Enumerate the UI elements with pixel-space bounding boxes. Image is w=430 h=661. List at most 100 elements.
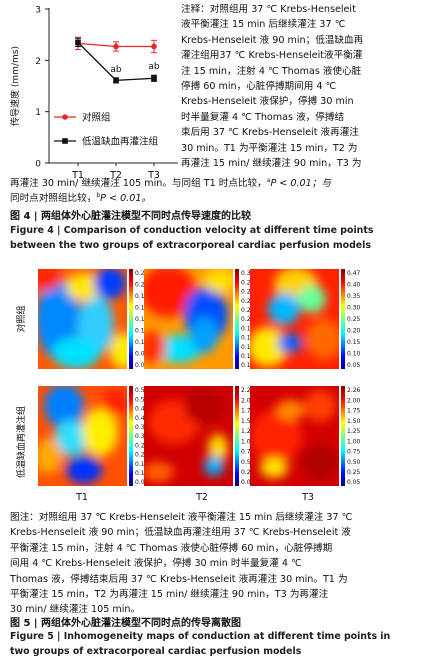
heatmap-blob: [66, 456, 102, 484]
colorbar-tick-label: 2.24: [241, 387, 255, 394]
colorbar: [129, 386, 133, 486]
colorbar-tick-label: 0.40: [135, 415, 149, 422]
heatmap-blob: [268, 293, 300, 325]
colorbar-tick-label: 0.14: [135, 316, 149, 323]
colorbar-tick-label: 0.25: [135, 442, 149, 449]
heatmap-panel: 0.23 0.20 0.18 0.16 0.14 0.12 0.10 0.09 0.07: [38, 269, 149, 369]
fig4-note-continued: 再灌注 30 min/ 继续灌注 105 min。与同组 T1 时点比较，aP …: [10, 173, 430, 192]
colorbar-tick-label: 0.25: [241, 469, 255, 476]
fig5-note-line: 30 min/ 继续灌注 105 min。: [10, 604, 141, 616]
colorbar: [341, 269, 345, 369]
heatmap-blobs: [38, 386, 127, 484]
fig4-note: 注释：对照组用 37 ℃ Krebs-Henseleit 液平衡灌注 15 min…: [181, 2, 428, 171]
heatmap-blob: [154, 335, 202, 363]
colorbar-tick-label: 0.20: [347, 328, 361, 335]
fig4-note-line: 灌注组用37 ℃ Krebs-Henseleit液平衡灌: [181, 50, 363, 62]
colorbar-tick-label: 0.75: [347, 449, 361, 456]
colorbar-tick-label: 0.07: [135, 362, 149, 369]
heatmap-blob: [306, 319, 339, 359]
heatmap-panel: 2.24 2.00 1.75 1.50 1.25 1.00 0.75 0.50 0.25 0.04: [144, 386, 255, 486]
fig4-note-line: 30 min。T1 为平衡灌注 15 min，T2 为: [181, 142, 358, 154]
heatmap-blobs: [250, 269, 339, 367]
fig4-note-last: 同时点对照组比较，bP < 0.01。: [10, 188, 430, 207]
colorbar-tick-label: 0.14: [241, 344, 255, 351]
fig4-note-line: Krebs-Henseleit 液 90 min；低温缺血再: [181, 34, 364, 46]
colorbar-tick-label: 0.10: [135, 470, 149, 477]
y-tick-label: 3: [35, 6, 41, 16]
y-tick-label: 2: [35, 57, 41, 67]
colorbar-tick-label: 0.15: [135, 461, 149, 468]
heatmap-blobs: [250, 390, 338, 480]
colorbar-tick-label: 1.25: [347, 428, 361, 435]
row-label: 对照组: [15, 305, 27, 332]
heatmap-blobs: [144, 269, 233, 363]
fig5-note-line: Krebs-Henseleit 液 90 min；低温缺血再灌注组用 37 ℃ …: [10, 527, 351, 539]
fig5-heatmap-grid: 0.230.200.180.160.140.120.100.090.070.30…: [15, 269, 361, 503]
heatmap-blob: [44, 386, 84, 428]
fig4-caption-cn: 图 4 | 两组体外心脏灌注模型不同时点传导速度的比较: [10, 211, 252, 222]
colorbar-tick-label: 0.20: [241, 316, 255, 323]
fig4-caption-en-2: between the two groups of extracorporeal…: [10, 240, 371, 251]
colorbar-tick-label: 0.22: [241, 307, 255, 314]
column-label: T2: [195, 492, 208, 503]
heatmap-fill: [38, 386, 127, 486]
colorbar-tick-label: 0.05: [347, 479, 361, 486]
column-label: T3: [301, 492, 314, 503]
row-label-text: 低温缺血再灌注组: [15, 406, 27, 478]
fig4-note-line: 液平衡灌注 15 min 后继续灌注 37 ℃: [181, 19, 346, 31]
colorbar: [341, 386, 345, 486]
colorbar-tick-label: 0.20: [135, 452, 149, 459]
colorbar-tick-label: 0.30: [135, 433, 149, 440]
legend-marker: [62, 114, 68, 120]
column-label: T1: [75, 492, 88, 503]
colorbar-tick-label: 0.16: [135, 305, 149, 312]
row-label-text: 对照组: [15, 305, 27, 332]
colorbar-tick-label: 0.50: [241, 459, 255, 466]
colorbar-tick-label: 1.00: [241, 438, 255, 445]
heatmap-blob: [276, 400, 304, 420]
colorbar-tick-label: 0.18: [241, 325, 255, 332]
legend-label: 低温缺血再灌注组: [82, 136, 159, 148]
colorbar-tick-label: 0.23: [135, 270, 149, 277]
colorbar-tick-label: 0.10: [135, 339, 149, 346]
fig5-note-line: 间用 4 ℃ Krebs-Henseleit 液保护，停搏 30 min 时半量…: [10, 558, 302, 570]
colorbar-tick-label: 1.75: [241, 408, 255, 415]
heatmap-blob: [38, 438, 62, 474]
colorbar-tick-label: 0.04: [241, 479, 255, 486]
colorbar-tick-label: 0.25: [347, 316, 361, 323]
colorbar-tick-label: 0.50: [135, 396, 149, 403]
fig4-caption-en-1: Figure 4 | Comparison of conduction velo…: [10, 225, 374, 236]
heatmap-fill: [144, 269, 233, 369]
significance-label: ab: [110, 65, 122, 75]
heatmap-blob: [54, 420, 90, 456]
colorbar-tick-label: 1.25: [241, 428, 255, 435]
colorbar-tick-label: 1.75: [347, 408, 361, 415]
colorbar-tick-label: 0.20: [135, 282, 149, 289]
heatmap-panel: 0.30 0.28 0.26 0.24 0.22 0.20 0.18 0.16 0.14 0.12…: [144, 269, 255, 369]
fig4-note-line: 束后用 37 ℃ Krebs-Henseleit 液再灌注: [181, 127, 359, 139]
fig4-note-p1: P < 0.01；与: [270, 178, 331, 190]
fig5-note-line: Thomas 液，停搏结束后用 37 ℃ Krebs-Henseleit 液再灌…: [10, 573, 348, 585]
heatmap-blob: [190, 317, 218, 353]
data-point: [75, 39, 81, 46]
heatmap-blob: [250, 327, 288, 367]
colorbar-tick-label: 0.18: [135, 293, 149, 300]
fig4-note-line: 时半量复灌 4 ℃ Thomas 液，停搏结: [181, 111, 345, 123]
colorbar-tick-label: 0.57: [135, 387, 149, 394]
colorbar-tick-label: 0.28: [241, 279, 255, 286]
fig4-sup-a: a: [266, 177, 271, 184]
colorbar-tick-label: 1.50: [347, 418, 361, 425]
heatmap-blobs: [38, 269, 127, 369]
heatmap-blob: [204, 456, 224, 476]
heatmap-blob: [184, 388, 224, 424]
data-point: [113, 43, 119, 50]
heatmap-fill: [144, 386, 233, 486]
colorbar-tick-label: 0.75: [241, 449, 255, 456]
fig5-caption-en-1: Figure 5 | Inhomogeneity maps of conduct…: [10, 631, 391, 642]
colorbar-tick-label: 0.15: [347, 339, 361, 346]
legend-label: 对照组: [82, 112, 111, 124]
colorbar-tick-label: 0.47: [347, 270, 361, 277]
heatmap-blob: [110, 333, 127, 369]
colorbar: [129, 269, 133, 369]
